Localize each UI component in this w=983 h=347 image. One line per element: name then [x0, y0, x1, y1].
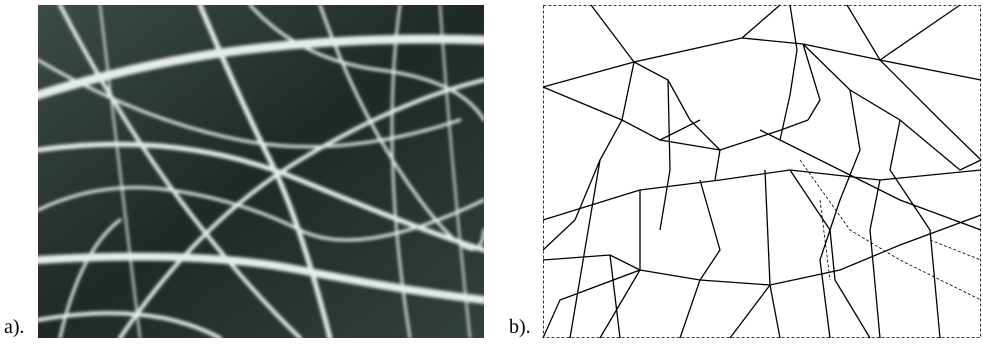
crack-network: [38, 5, 484, 338]
panel-label: a).: [4, 316, 25, 338]
panel-label: b).: [509, 316, 531, 338]
line-network: [542, 4, 982, 339]
photo-panel: [38, 5, 484, 338]
drawing-border: [543, 5, 981, 338]
drawing-panel: [542, 4, 982, 339]
dashed-lines: [799, 159, 982, 301]
photo-background: [38, 5, 484, 338]
